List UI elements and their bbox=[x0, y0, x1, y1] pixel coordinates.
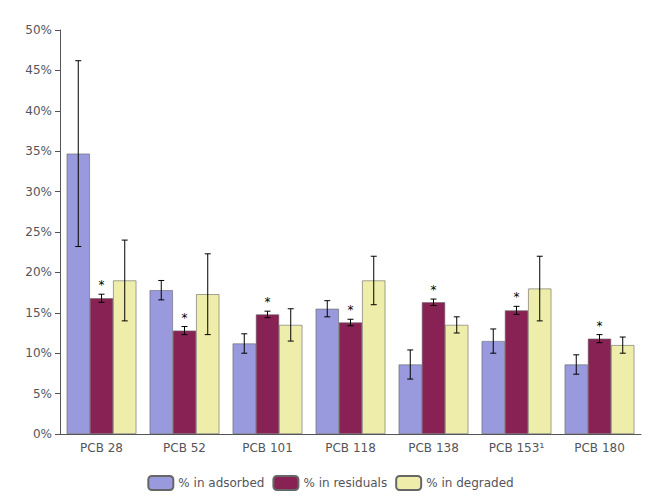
svg-text:% in adsorbed: % in adsorbed bbox=[178, 476, 264, 490]
svg-text:PCB 28: PCB 28 bbox=[80, 441, 123, 455]
svg-text:20%: 20% bbox=[25, 265, 52, 279]
svg-text:*: * bbox=[597, 319, 603, 333]
svg-text:*: * bbox=[182, 311, 188, 325]
svg-text:0%: 0% bbox=[33, 427, 52, 441]
svg-text:15%: 15% bbox=[25, 306, 52, 320]
svg-text:*: * bbox=[514, 290, 520, 304]
svg-text:25%: 25% bbox=[25, 225, 52, 239]
svg-text:PCB 118: PCB 118 bbox=[325, 441, 376, 455]
svg-text:5%: 5% bbox=[33, 387, 52, 401]
svg-text:*: * bbox=[348, 303, 354, 317]
svg-text:PCB 138: PCB 138 bbox=[408, 441, 459, 455]
svg-text:*: * bbox=[431, 283, 437, 297]
svg-text:PCB 180: PCB 180 bbox=[574, 441, 625, 455]
svg-text:PCB 101: PCB 101 bbox=[242, 441, 293, 455]
svg-text:40%: 40% bbox=[25, 104, 52, 118]
svg-text:*: * bbox=[265, 295, 271, 309]
svg-text:% in degraded: % in degraded bbox=[426, 476, 514, 490]
svg-text:PCB 52: PCB 52 bbox=[163, 441, 206, 455]
svg-text:*: * bbox=[99, 278, 105, 292]
svg-text:10%: 10% bbox=[25, 346, 52, 360]
svg-text:35%: 35% bbox=[25, 144, 52, 158]
svg-text:50%: 50% bbox=[25, 23, 52, 37]
svg-text:45%: 45% bbox=[25, 63, 52, 77]
svg-text:30%: 30% bbox=[25, 185, 52, 199]
svg-text:% in residuals: % in residuals bbox=[303, 476, 387, 490]
svg-text:PCB 153¹: PCB 153¹ bbox=[489, 441, 545, 455]
